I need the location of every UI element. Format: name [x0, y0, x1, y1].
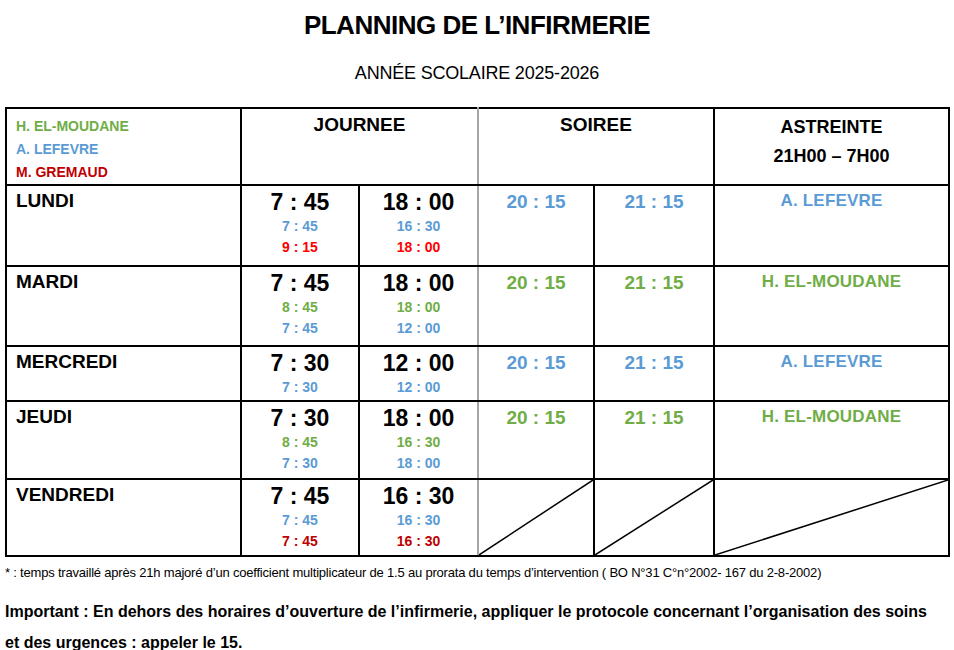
- time-sub: 7 : 30: [242, 377, 358, 398]
- soiree-start-cell: 20 : 15: [478, 401, 594, 479]
- time-sub: 7 : 45: [242, 531, 358, 552]
- soiree-end-cell-crossed: [594, 479, 714, 556]
- soiree-end-cell: 21 : 15: [594, 346, 714, 401]
- astreinte-name: H. EL-MOUDANE: [715, 407, 948, 427]
- journee-start-cell: 7 : 45 8 : 45 7 : 45: [241, 266, 359, 346]
- time-sub: 18 : 00: [360, 237, 477, 258]
- journee-start-cell: 7 : 30 8 : 45 7 : 30: [241, 401, 359, 479]
- astreinte-cell: A. LEFEVRE: [714, 185, 949, 266]
- time-main: 18 : 00: [360, 269, 477, 297]
- day-cell-lundi: LUNDI: [6, 185, 241, 266]
- soiree-time: 20 : 15: [479, 407, 593, 429]
- time-sub: 8 : 45: [242, 432, 358, 453]
- astreinte-cell: H. EL-MOUDANE: [714, 401, 949, 479]
- journee-start-cell: 7 : 30 7 : 30: [241, 346, 359, 401]
- soiree-end-cell: 21 : 15: [594, 266, 714, 346]
- day-cell-mardi: MARDI: [6, 266, 241, 346]
- time-sub: 16 : 30: [360, 510, 477, 531]
- astreinte-name: H. EL-MOUDANE: [715, 272, 948, 292]
- page-title: PLANNING DE L’INFIRMERIE: [0, 10, 954, 41]
- journee-end-cell: 16 : 30 16 : 30 16 : 30: [359, 479, 478, 556]
- table-row: MARDI 7 : 45 8 : 45 7 : 45 18 : 00 18 : …: [6, 266, 949, 346]
- soiree-time: 20 : 15: [479, 272, 593, 294]
- astreinte-hours: 21H00 – 7H00: [715, 142, 948, 171]
- soiree-end-cell: 21 : 15: [594, 185, 714, 266]
- journee-end-cell: 18 : 00 16 : 30 18 : 00: [359, 185, 478, 266]
- time-sub: 16 : 30: [360, 432, 477, 453]
- time-main: 12 : 00: [360, 349, 477, 377]
- time-main: 7 : 45: [242, 482, 358, 510]
- soiree-time: 21 : 15: [595, 272, 713, 294]
- time-sub: 7 : 45: [242, 318, 358, 339]
- table-row: LUNDI 7 : 45 7 : 45 9 : 15 18 : 00 16 : …: [6, 185, 949, 266]
- astreinte-label: ASTREINTE: [715, 113, 948, 142]
- table-row: JEUDI 7 : 30 8 : 45 7 : 30 18 : 00 16 : …: [6, 401, 949, 479]
- time-sub: 7 : 45: [242, 510, 358, 531]
- time-main: 7 : 30: [242, 349, 358, 377]
- journee-start-cell: 7 : 45 7 : 45 7 : 45: [241, 479, 359, 556]
- time-main: 7 : 45: [242, 269, 358, 297]
- time-main: 7 : 30: [242, 404, 358, 432]
- journee-end-cell: 12 : 00 12 : 00: [359, 346, 478, 401]
- astreinte-cell: A. LEFEVRE: [714, 346, 949, 401]
- column-header-astreinte: ASTREINTE 21H00 – 7H00: [714, 108, 949, 185]
- soiree-start-cell: 20 : 15: [478, 346, 594, 401]
- soiree-time: 20 : 15: [479, 191, 593, 213]
- important-note-line: et des urgences : appeler le 15.: [5, 627, 954, 650]
- astreinte-cell-crossed: [714, 479, 949, 556]
- time-sub: 7 : 45: [242, 216, 358, 237]
- soiree-end-cell: 21 : 15: [594, 401, 714, 479]
- time-sub: 7 : 30: [242, 453, 358, 474]
- soiree-time: 21 : 15: [595, 191, 713, 213]
- soiree-time: 20 : 15: [479, 352, 593, 374]
- diagonal-cross-line: [479, 480, 593, 555]
- time-sub: 16 : 30: [360, 531, 477, 552]
- planning-table: H. EL-MOUDANE A. LEFEVRE M. GREMAUD JOUR…: [5, 107, 950, 557]
- day-cell-mercredi: MERCREDI: [6, 346, 241, 401]
- time-main: 18 : 00: [360, 188, 477, 216]
- diagonal-cross-line: [595, 480, 713, 555]
- important-note: Important : En dehors des horaires d’ouv…: [5, 596, 954, 650]
- table-header-row: H. EL-MOUDANE A. LEFEVRE M. GREMAUD JOUR…: [6, 108, 949, 185]
- soiree-start-cell: 20 : 15: [478, 266, 594, 346]
- soiree-time: 21 : 15: [595, 407, 713, 429]
- day-cell-vendredi: VENDREDI: [6, 479, 241, 556]
- legend-item: M. GREMAUD: [16, 161, 240, 184]
- astreinte-name: A. LEFEVRE: [715, 352, 948, 372]
- journee-end-cell: 18 : 00 18 : 00 12 : 00: [359, 266, 478, 346]
- time-main: 16 : 30: [360, 482, 477, 510]
- astreinte-cell: H. EL-MOUDANE: [714, 266, 949, 346]
- time-main: 18 : 00: [360, 404, 477, 432]
- astreinte-name: A. LEFEVRE: [715, 191, 948, 211]
- column-header-journee: JOURNEE: [241, 108, 478, 185]
- day-cell-jeudi: JEUDI: [6, 401, 241, 479]
- page-header: PLANNING DE L’INFIRMERIE ANNÉE SCOLAIRE …: [0, 10, 954, 84]
- time-sub: 18 : 00: [360, 297, 477, 318]
- time-sub: 12 : 00: [360, 377, 477, 398]
- soiree-start-cell-crossed: [478, 479, 594, 556]
- column-header-soiree: SOIREE: [478, 108, 714, 185]
- page-subtitle: ANNÉE SCOLAIRE 2025-2026: [0, 63, 954, 84]
- important-note-line: Important : En dehors des horaires d’ouv…: [5, 596, 954, 627]
- time-sub: 8 : 45: [242, 297, 358, 318]
- legend-item: H. EL-MOUDANE: [16, 115, 240, 138]
- table-row: MERCREDI 7 : 30 7 : 30 12 : 00 12 : 00 2…: [6, 346, 949, 401]
- soiree-time: 21 : 15: [595, 352, 713, 374]
- time-sub: 16 : 30: [360, 216, 477, 237]
- time-main: 7 : 45: [242, 188, 358, 216]
- time-sub: 9 : 15: [242, 237, 358, 258]
- time-sub: 18 : 00: [360, 453, 477, 474]
- journee-start-cell: 7 : 45 7 : 45 9 : 15: [241, 185, 359, 266]
- footnote: * : temps travaillé après 21h majoré d’u…: [5, 565, 954, 580]
- staff-legend: H. EL-MOUDANE A. LEFEVRE M. GREMAUD: [6, 108, 241, 185]
- soiree-start-cell: 20 : 15: [478, 185, 594, 266]
- journee-end-cell: 18 : 00 16 : 30 18 : 00: [359, 401, 478, 479]
- table-row: VENDREDI 7 : 45 7 : 45 7 : 45 16 : 30 16…: [6, 479, 949, 556]
- diagonal-cross-line: [715, 480, 948, 555]
- legend-item: A. LEFEVRE: [16, 138, 240, 161]
- time-sub: 12 : 00: [360, 318, 477, 339]
